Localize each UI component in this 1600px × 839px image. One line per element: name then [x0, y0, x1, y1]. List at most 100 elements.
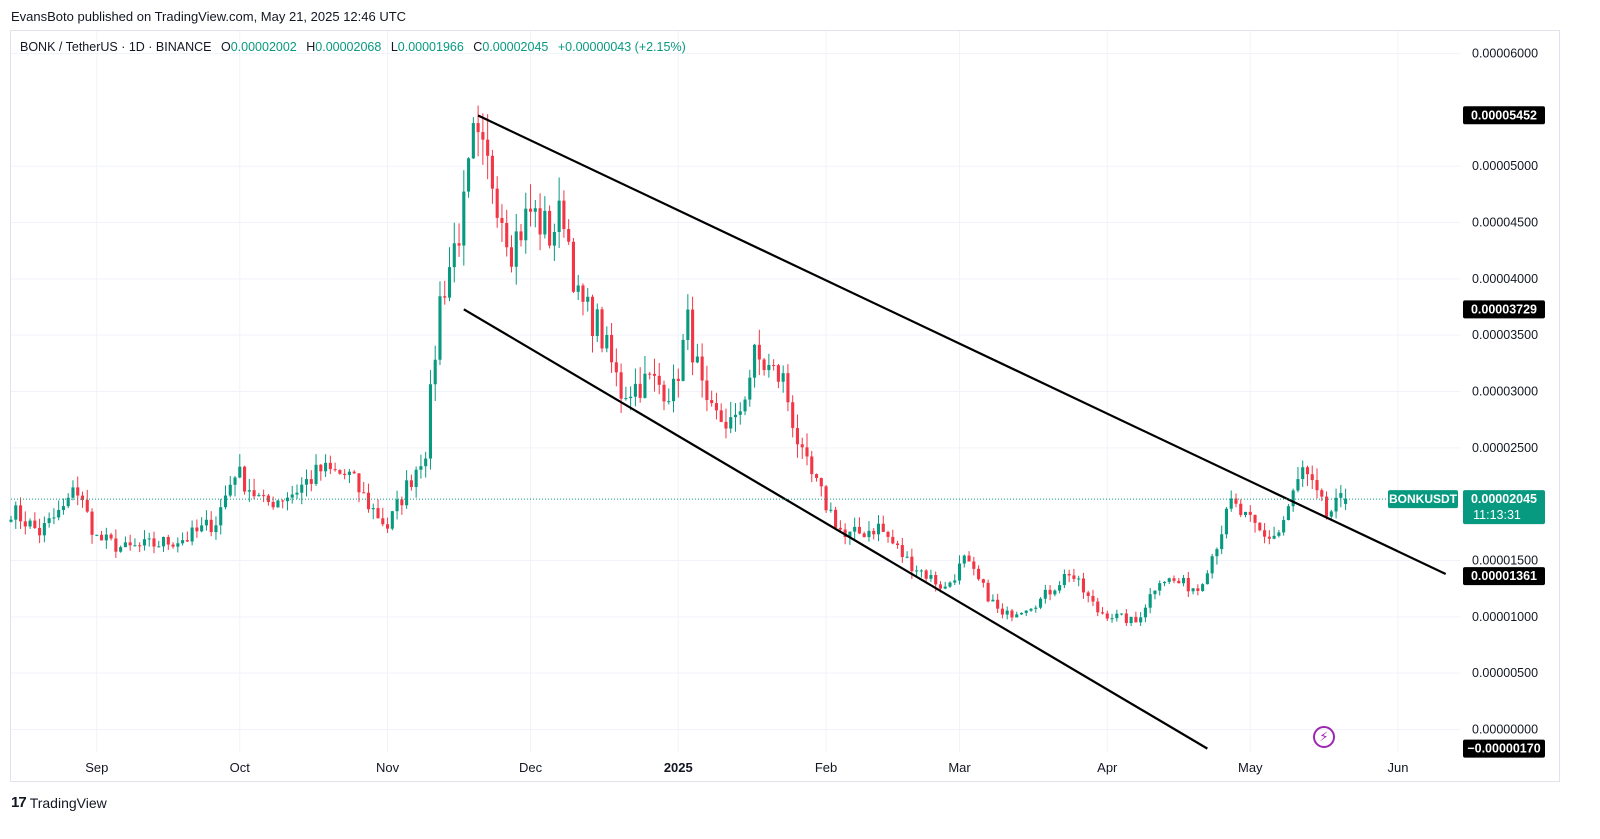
candle-body[interactable] [276, 500, 280, 508]
candle-body[interactable] [1191, 588, 1195, 592]
candle-body[interactable] [743, 399, 747, 412]
candle-body[interactable] [61, 506, 65, 510]
candle-body[interactable] [791, 402, 795, 429]
candle-body[interactable] [238, 466, 242, 478]
candle-body[interactable] [629, 396, 633, 399]
candle-body[interactable] [219, 507, 223, 526]
candle-body[interactable] [681, 339, 685, 381]
candle-body[interactable] [595, 309, 599, 337]
candle-body[interactable] [390, 511, 394, 529]
candle-body[interactable] [538, 208, 542, 235]
candle-body[interactable] [252, 490, 256, 497]
candle-body[interactable] [991, 599, 995, 602]
candle-body[interactable] [1105, 613, 1109, 619]
candle-body[interactable] [123, 542, 127, 548]
candle-body[interactable] [581, 285, 585, 302]
candle-body[interactable] [767, 365, 771, 371]
candle-body[interactable] [195, 527, 199, 532]
candle-body[interactable] [176, 543, 180, 547]
candle-body[interactable] [495, 188, 499, 218]
candle-body[interactable] [1024, 610, 1028, 613]
candle-body[interactable] [876, 523, 881, 535]
candle-body[interactable] [9, 519, 13, 522]
candle-body[interactable] [328, 462, 332, 470]
candle-body[interactable] [1005, 610, 1009, 615]
candle-body[interactable] [1029, 608, 1033, 611]
candle-body[interactable] [1324, 496, 1329, 517]
candle-body[interactable] [47, 518, 51, 524]
candle-body[interactable] [1282, 520, 1286, 533]
candle-body[interactable] [314, 464, 318, 484]
candle-body[interactable] [843, 529, 847, 537]
candle-body[interactable] [1039, 598, 1043, 608]
candle-body[interactable] [366, 492, 371, 510]
candle-body[interactable] [352, 471, 356, 474]
candle-body[interactable] [667, 401, 671, 403]
candle-body[interactable] [953, 580, 957, 583]
candle-body[interactable] [662, 384, 666, 402]
candle-body[interactable] [233, 477, 237, 485]
candle-body[interactable] [924, 570, 928, 579]
candle-body[interactable] [657, 375, 661, 385]
candle-body[interactable] [714, 403, 718, 411]
candle-body[interactable] [934, 575, 938, 585]
candle-body[interactable] [981, 579, 985, 583]
candle-body[interactable] [1167, 578, 1171, 582]
candle-body[interactable] [243, 466, 247, 492]
candle-body[interactable] [1196, 588, 1200, 591]
candle-body[interactable] [1329, 511, 1333, 517]
candle-body[interactable] [347, 471, 351, 475]
candle-body[interactable] [1148, 594, 1152, 608]
candle-body[interactable] [733, 414, 738, 418]
candle-body[interactable] [853, 526, 857, 532]
candle-body[interactable] [1077, 578, 1081, 580]
candle-body[interactable] [567, 229, 571, 242]
candle-body[interactable] [676, 378, 680, 381]
candle-body[interactable] [395, 499, 399, 512]
candle-body[interactable] [262, 495, 266, 497]
candle-body[interactable] [891, 536, 895, 544]
candle-body[interactable] [590, 296, 595, 337]
candle-body[interactable] [481, 132, 485, 140]
candle-body[interactable] [128, 542, 132, 546]
candle-body[interactable] [1305, 467, 1310, 475]
candle-body[interactable] [586, 296, 590, 302]
candle-body[interactable] [786, 373, 790, 403]
candle-body[interactable] [228, 484, 232, 496]
candle-body[interactable] [247, 490, 251, 492]
candle-body[interactable] [977, 568, 981, 580]
candle-body[interactable] [762, 359, 766, 371]
trendline[interactable] [477, 114, 1447, 575]
candle-body[interactable] [605, 334, 609, 349]
candle-body[interactable] [271, 501, 275, 508]
candle-body[interactable] [557, 200, 561, 232]
candle-body[interactable] [157, 546, 161, 548]
candle-body[interactable] [1139, 617, 1143, 623]
candle-body[interactable] [1177, 580, 1181, 584]
candle-body[interactable] [1072, 575, 1076, 579]
candle-body[interactable] [957, 563, 962, 581]
candle-body[interactable] [1110, 618, 1114, 620]
candle-body[interactable] [643, 373, 647, 398]
candle-body[interactable] [71, 487, 75, 498]
candle-body[interactable] [543, 210, 547, 235]
candle-body[interactable] [633, 383, 637, 397]
candle-body[interactable] [1267, 536, 1271, 539]
candle-body[interactable] [1062, 574, 1066, 586]
candle-body[interactable] [724, 421, 728, 429]
candle-body[interactable] [33, 520, 37, 528]
candle-body[interactable] [519, 231, 523, 241]
candle-body[interactable] [691, 309, 695, 363]
candle-body[interactable] [857, 526, 861, 534]
candle-body[interactable] [223, 495, 228, 508]
candle-body[interactable] [1034, 607, 1038, 609]
candle-body[interactable] [695, 356, 699, 363]
candle-body[interactable] [295, 492, 299, 495]
tradingview-logo[interactable]: 17 TradingView [11, 794, 107, 811]
candle-body[interactable] [1067, 574, 1071, 576]
candle-body[interactable] [1334, 497, 1338, 512]
candle-body[interactable] [85, 499, 89, 512]
candle-body[interactable] [700, 356, 704, 381]
candle-body[interactable] [185, 540, 189, 542]
candle-body[interactable] [1158, 583, 1162, 591]
